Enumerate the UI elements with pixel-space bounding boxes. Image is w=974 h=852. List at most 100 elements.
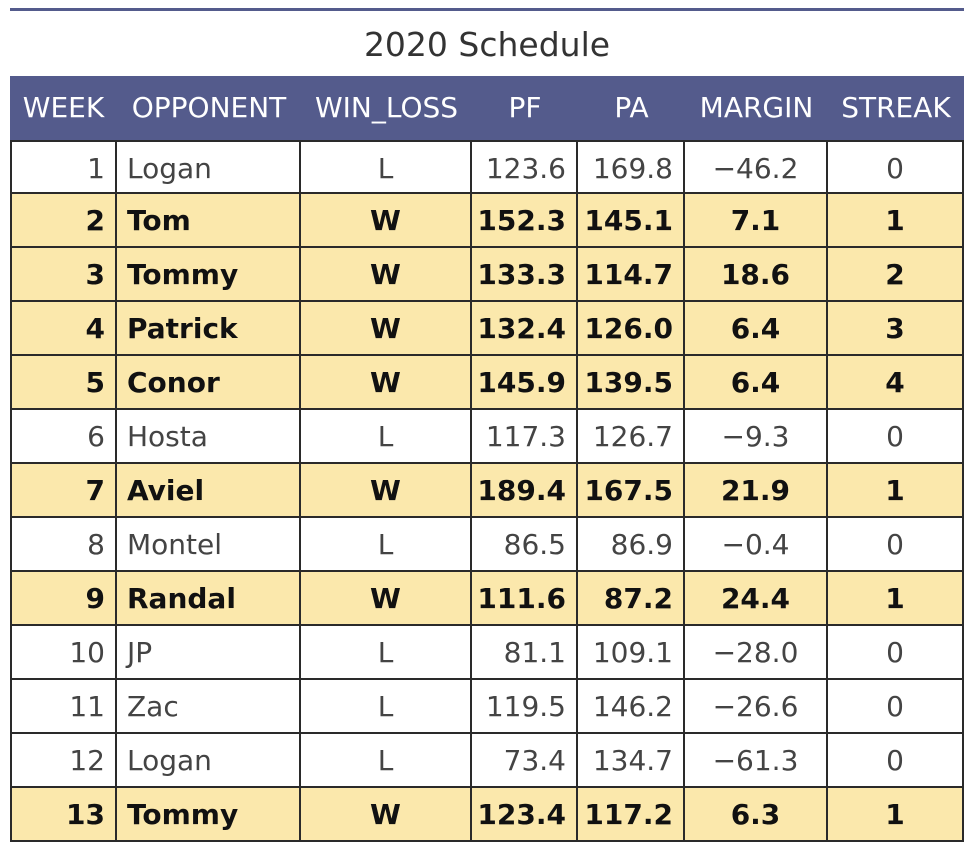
cell-week: 3 bbox=[10, 248, 117, 302]
cell-opponent: Tommy bbox=[117, 248, 301, 302]
table-row: 8 Montel L 86.5 86.9 −0.4 0 bbox=[10, 518, 964, 572]
cell-margin: −61.3 bbox=[685, 734, 828, 788]
cell-margin: 21.9 bbox=[685, 464, 828, 518]
column-header-pf: PF bbox=[508, 91, 542, 124]
cell-pa: 146.2 bbox=[578, 680, 685, 734]
cell-pf: 86.5 bbox=[472, 518, 578, 572]
column-header-week: WEEK bbox=[22, 91, 105, 124]
cell-opponent: Logan bbox=[117, 734, 301, 788]
cell-pf: 81.1 bbox=[472, 626, 578, 680]
cell-win-loss: W bbox=[301, 572, 472, 626]
table-row: 7 Aviel W 189.4 167.5 21.9 1 bbox=[10, 464, 964, 518]
cell-streak: 0 bbox=[828, 626, 964, 680]
table-row: 13 Tommy W 123.4 117.2 6.3 1 bbox=[10, 788, 964, 842]
cell-margin: −9.3 bbox=[685, 410, 828, 464]
table-row: 9 Randal W 111.6 87.2 24.4 1 bbox=[10, 572, 964, 626]
cell-opponent: Tom bbox=[117, 194, 301, 248]
column-header-win-loss: WIN_LOSS bbox=[314, 91, 459, 124]
cell-margin: 24.4 bbox=[685, 572, 828, 626]
cell-pf: 133.3 bbox=[472, 248, 578, 302]
cell-week: 4 bbox=[10, 302, 117, 356]
cell-streak: 1 bbox=[828, 788, 964, 842]
cell-pa: 109.1 bbox=[578, 626, 685, 680]
cell-pa: 126.7 bbox=[578, 410, 685, 464]
cell-opponent: Zac bbox=[117, 680, 301, 734]
cell-margin: 6.4 bbox=[685, 302, 828, 356]
cell-streak: 0 bbox=[828, 680, 964, 734]
cell-opponent: Logan bbox=[117, 140, 301, 194]
column-header-pa: PA bbox=[614, 91, 649, 124]
cell-pf: 152.3 bbox=[472, 194, 578, 248]
cell-win-loss: W bbox=[301, 788, 472, 842]
cell-pf: 145.9 bbox=[472, 356, 578, 410]
table-row: 6 Hosta L 117.3 126.7 −9.3 0 bbox=[10, 410, 964, 464]
table-row: 4 Patrick W 132.4 126.0 6.4 3 bbox=[10, 302, 964, 356]
cell-streak: 3 bbox=[828, 302, 964, 356]
cell-opponent: Randal bbox=[117, 572, 301, 626]
cell-streak: 0 bbox=[828, 140, 964, 194]
cell-win-loss: W bbox=[301, 194, 472, 248]
cell-pa: 145.1 bbox=[578, 194, 685, 248]
cell-streak: 2 bbox=[828, 248, 964, 302]
cell-opponent: Tommy bbox=[117, 788, 301, 842]
cell-streak: 1 bbox=[828, 194, 964, 248]
cell-week: 8 bbox=[10, 518, 117, 572]
cell-streak: 1 bbox=[828, 464, 964, 518]
cell-pf: 189.4 bbox=[472, 464, 578, 518]
cell-week: 12 bbox=[10, 734, 117, 788]
table-row: 1 Logan L 123.6 169.8 −46.2 0 bbox=[10, 140, 964, 194]
cell-win-loss: L bbox=[301, 680, 472, 734]
cell-margin: −26.6 bbox=[685, 680, 828, 734]
cell-pa: 126.0 bbox=[578, 302, 685, 356]
cell-win-loss: L bbox=[301, 734, 472, 788]
cell-pf: 111.6 bbox=[472, 572, 578, 626]
cell-margin: −46.2 bbox=[685, 140, 828, 194]
cell-opponent: Montel bbox=[117, 518, 301, 572]
cell-win-loss: L bbox=[301, 140, 472, 194]
cell-win-loss: W bbox=[301, 248, 472, 302]
cell-margin: 6.3 bbox=[685, 788, 828, 842]
cell-pf: 123.6 bbox=[472, 140, 578, 194]
cell-pa: 167.5 bbox=[578, 464, 685, 518]
cell-pf: 117.3 bbox=[472, 410, 578, 464]
table-row: 11 Zac L 119.5 146.2 −26.6 0 bbox=[10, 680, 964, 734]
cell-pf: 123.4 bbox=[472, 788, 578, 842]
cell-opponent: Conor bbox=[117, 356, 301, 410]
cell-pa: 134.7 bbox=[578, 734, 685, 788]
cell-opponent: Patrick bbox=[117, 302, 301, 356]
table-title: 2020 Schedule bbox=[363, 25, 611, 64]
cell-win-loss: W bbox=[301, 356, 472, 410]
column-header-opponent: OPPONENT bbox=[131, 91, 287, 124]
cell-margin: 7.1 bbox=[685, 194, 828, 248]
cell-win-loss: W bbox=[301, 464, 472, 518]
cell-week: 13 bbox=[10, 788, 117, 842]
cell-pf: 73.4 bbox=[472, 734, 578, 788]
column-header-margin: MARGIN bbox=[699, 91, 814, 124]
table-row: 5 Conor W 145.9 139.5 6.4 4 bbox=[10, 356, 964, 410]
cell-streak: 0 bbox=[828, 734, 964, 788]
table-row: 10 JP L 81.1 109.1 −28.0 0 bbox=[10, 626, 964, 680]
cell-margin: −28.0 bbox=[685, 626, 828, 680]
cell-pf: 119.5 bbox=[472, 680, 578, 734]
cell-week: 10 bbox=[10, 626, 117, 680]
table-header: WEEK OPPONENT WIN_LOSS PF PA MARGIN STREAK bbox=[10, 76, 964, 140]
cell-week: 9 bbox=[10, 572, 117, 626]
top-rule bbox=[10, 8, 964, 11]
cell-pa: 86.9 bbox=[578, 518, 685, 572]
cell-week: 2 bbox=[10, 194, 117, 248]
cell-pf: 132.4 bbox=[472, 302, 578, 356]
cell-week: 6 bbox=[10, 410, 117, 464]
cell-win-loss: L bbox=[301, 626, 472, 680]
cell-pa: 169.8 bbox=[578, 140, 685, 194]
cell-week: 1 bbox=[10, 140, 117, 194]
cell-streak: 0 bbox=[828, 518, 964, 572]
table-body: 1 Logan L 123.6 169.8 −46.2 0 2 Tom W 152.3 145.1 7.… bbox=[10, 140, 964, 844]
cell-margin: 18.6 bbox=[685, 248, 828, 302]
cell-pa: 87.2 bbox=[578, 572, 685, 626]
cell-win-loss: L bbox=[301, 410, 472, 464]
cell-opponent: JP bbox=[117, 626, 301, 680]
cell-win-loss: L bbox=[301, 518, 472, 572]
cell-week: 5 bbox=[10, 356, 117, 410]
cell-margin: 6.4 bbox=[685, 356, 828, 410]
table-row: 2 Tom W 152.3 145.1 7.1 1 bbox=[10, 194, 964, 248]
